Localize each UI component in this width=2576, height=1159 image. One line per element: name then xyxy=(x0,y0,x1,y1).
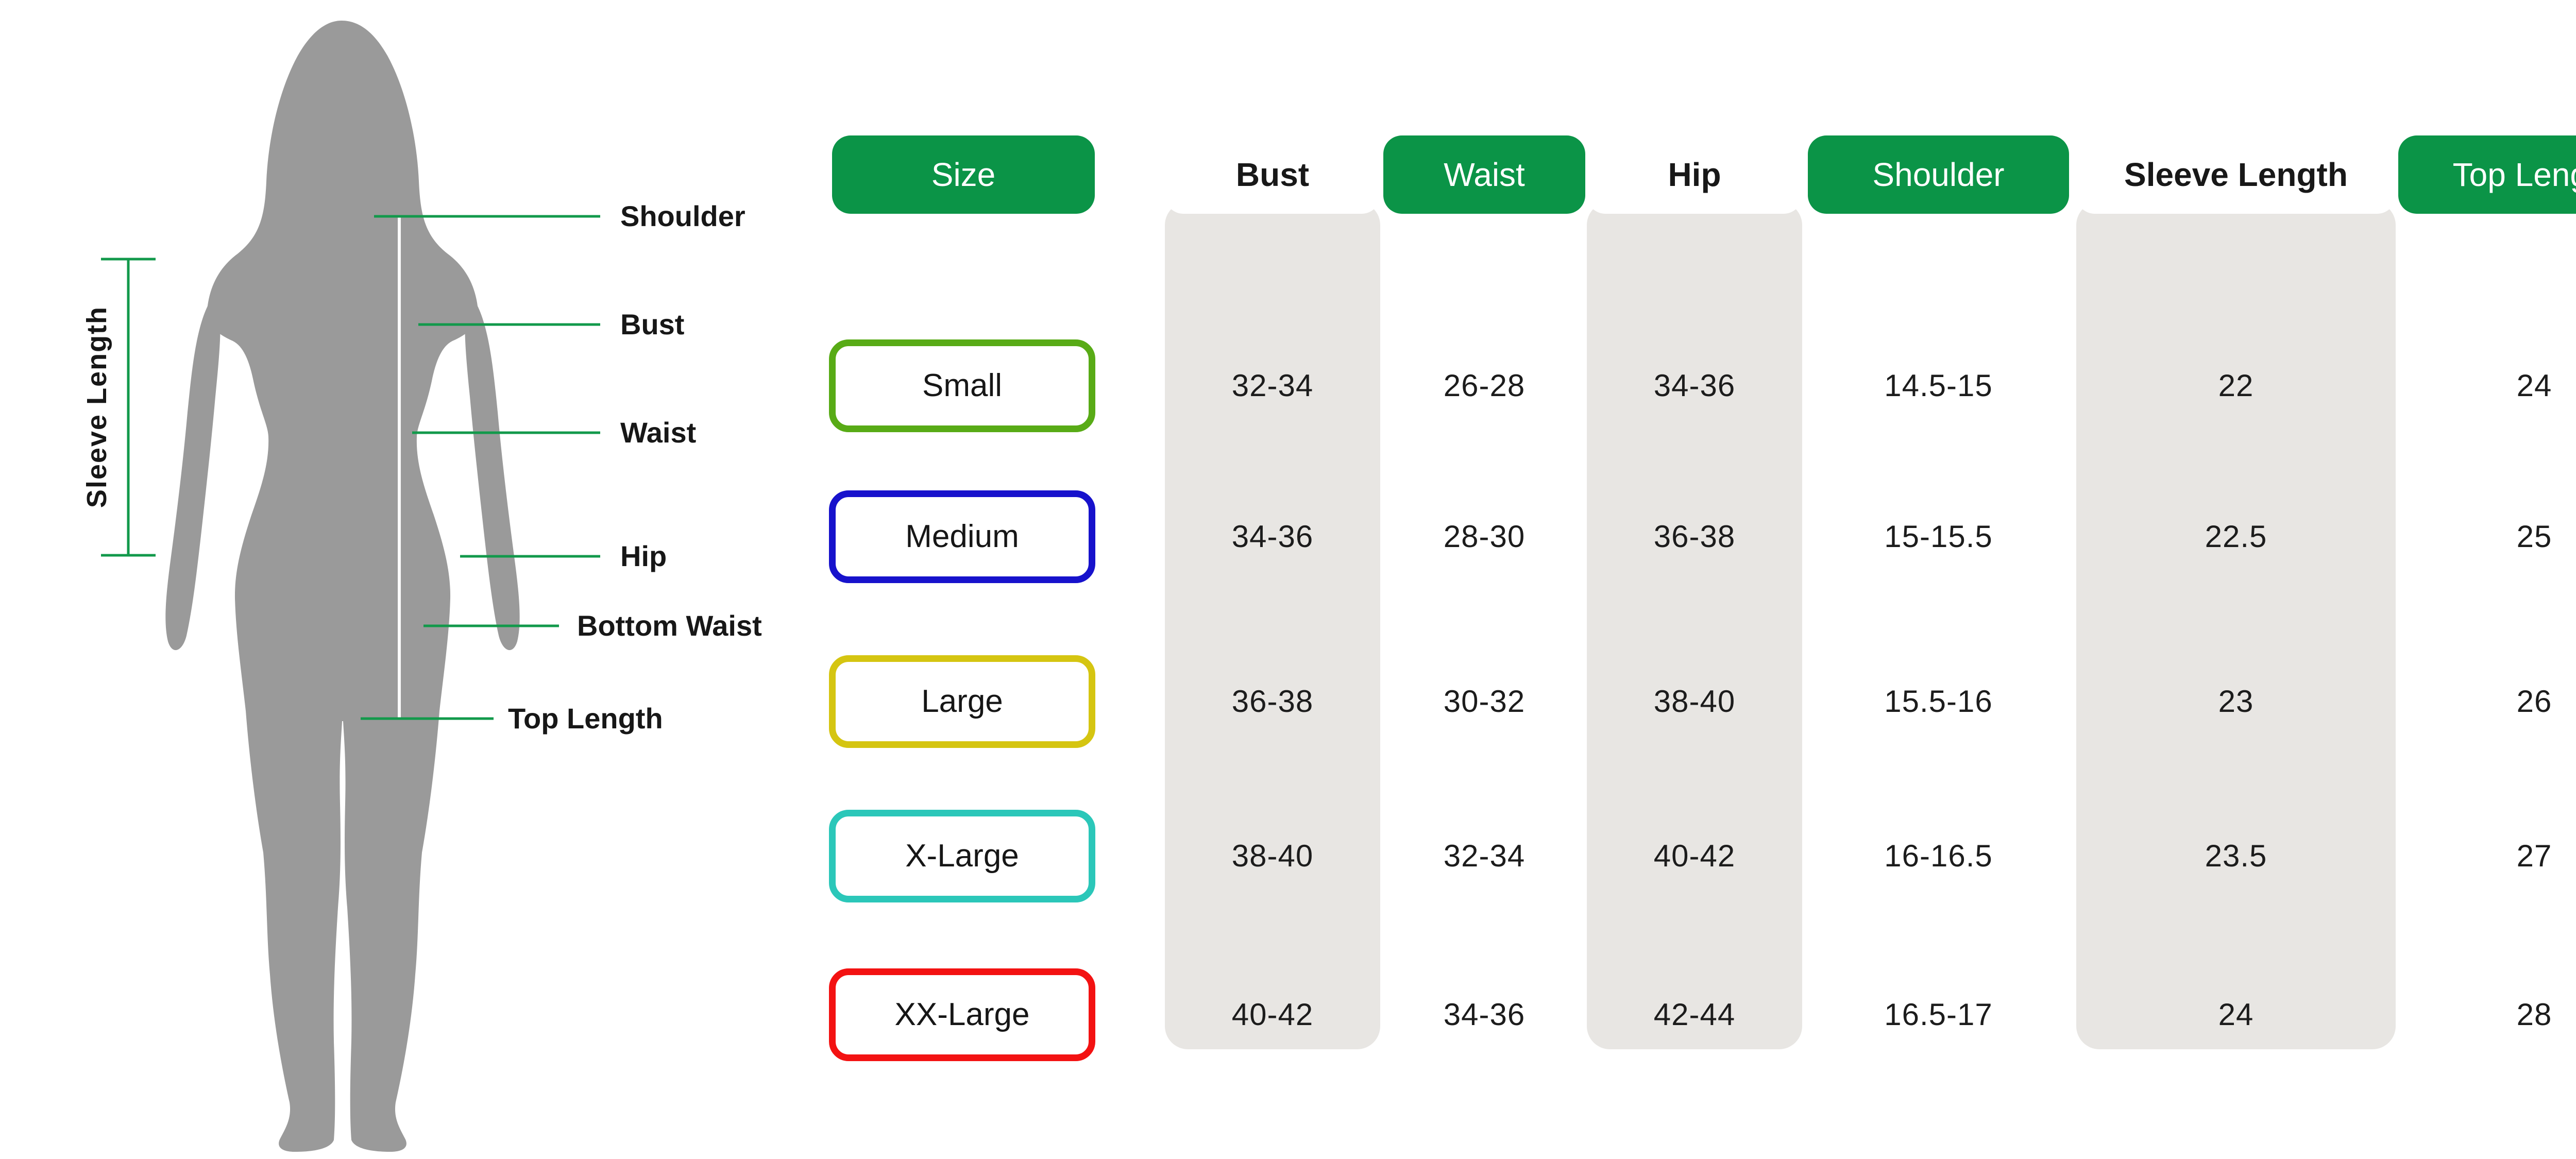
woman-left-arm xyxy=(165,300,221,651)
column-bg-hip xyxy=(1587,202,1802,1049)
cell-sleeve-small: 22 xyxy=(2218,368,2254,403)
cell-sleeve-xx-large: 24 xyxy=(2218,997,2254,1032)
column-bg-bust xyxy=(1165,202,1380,1049)
label-sleeve-length: Sleeve Length xyxy=(81,305,112,508)
header-bust: Bust xyxy=(1165,135,1380,214)
cell-bust-small: 32-34 xyxy=(1231,368,1314,403)
label-bust: Bust xyxy=(620,308,685,340)
size-button-xx-large[interactable]: XX-Large xyxy=(829,968,1095,1061)
header-size: Size xyxy=(832,135,1095,214)
header-waist: Waist xyxy=(1383,135,1585,214)
cell-waist-large: 30-32 xyxy=(1443,684,1526,719)
label-bottom-waist: Bottom Waist xyxy=(577,609,762,642)
cell-waist-small: 26-28 xyxy=(1443,368,1526,403)
size-button-x-large[interactable]: X-Large xyxy=(829,810,1095,902)
cell-shoulder-small: 14.5-15 xyxy=(1884,368,1993,403)
cell-top-length-xx-large: 28 xyxy=(2516,997,2552,1032)
cell-bust-x-large: 38-40 xyxy=(1231,839,1314,873)
cell-waist-medium: 28-30 xyxy=(1443,519,1526,554)
cell-shoulder-xx-large: 16.5-17 xyxy=(1884,997,1993,1032)
cell-waist-xx-large: 34-36 xyxy=(1443,997,1526,1032)
cell-hip-large: 38-40 xyxy=(1653,684,1736,719)
cell-bust-medium: 34-36 xyxy=(1231,519,1314,554)
header-hip: Hip xyxy=(1587,135,1802,214)
label-shoulder: Shoulder xyxy=(620,200,745,232)
cell-hip-small: 34-36 xyxy=(1653,368,1736,403)
cell-sleeve-medium: 22.5 xyxy=(2205,519,2267,554)
cell-shoulder-x-large: 16-16.5 xyxy=(1884,839,1993,873)
size-button-large[interactable]: Large xyxy=(829,655,1095,748)
top-length-guide-line xyxy=(398,216,401,719)
cell-hip-x-large: 40-42 xyxy=(1653,839,1736,873)
cell-hip-xx-large: 42-44 xyxy=(1653,997,1736,1032)
cell-top-length-small: 24 xyxy=(2516,368,2552,403)
label-hip: Hip xyxy=(620,540,667,572)
header-shoulder: Shoulder xyxy=(1808,135,2069,214)
label-waist: Waist xyxy=(620,416,697,449)
header-top-length: Top Length xyxy=(2398,135,2576,214)
column-bg-sleeve-length xyxy=(2076,202,2396,1049)
cell-shoulder-medium: 15-15.5 xyxy=(1884,519,1993,554)
cell-top-length-medium: 25 xyxy=(2516,519,2552,554)
label-top-length: Top Length xyxy=(508,702,663,735)
size-button-small[interactable]: Small xyxy=(829,339,1095,432)
cell-sleeve-x-large: 23.5 xyxy=(2205,839,2267,873)
size-button-medium[interactable]: Medium xyxy=(829,490,1095,583)
cell-hip-medium: 36-38 xyxy=(1653,519,1736,554)
cell-waist-x-large: 32-34 xyxy=(1443,839,1526,873)
woman-silhouette xyxy=(207,21,479,1152)
cell-bust-large: 36-38 xyxy=(1231,684,1314,719)
header-sleeve-length: Sleeve Length xyxy=(2076,135,2396,214)
cell-bust-xx-large: 40-42 xyxy=(1231,997,1314,1032)
cell-top-length-large: 26 xyxy=(2516,684,2552,719)
cell-shoulder-large: 15.5-16 xyxy=(1884,684,1993,719)
body-measurement-diagram xyxy=(101,21,600,1152)
cell-top-length-x-large: 27 xyxy=(2516,839,2552,873)
cell-sleeve-large: 23 xyxy=(2218,684,2254,719)
woman-right-arm xyxy=(465,300,520,651)
